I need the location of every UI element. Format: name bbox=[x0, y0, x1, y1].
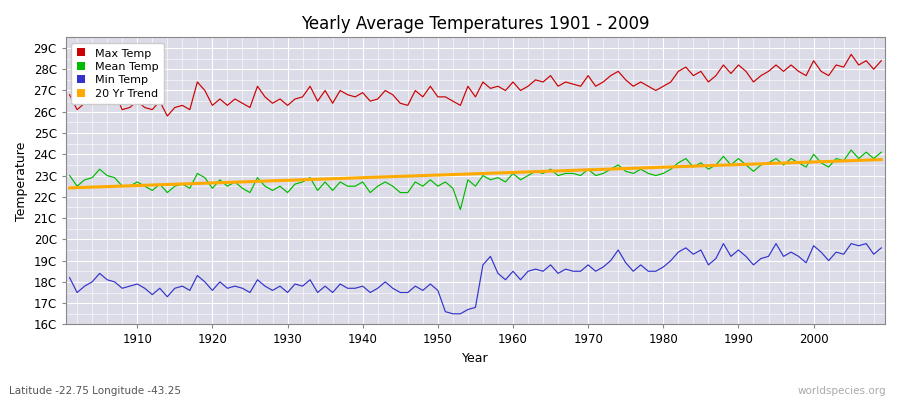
Y-axis label: Temperature: Temperature bbox=[15, 141, 28, 220]
Title: Yearly Average Temperatures 1901 - 2009: Yearly Average Temperatures 1901 - 2009 bbox=[302, 15, 650, 33]
Legend: Max Temp, Mean Temp, Min Temp, 20 Yr Trend: Max Temp, Mean Temp, Min Temp, 20 Yr Tre… bbox=[71, 43, 164, 104]
Text: worldspecies.org: worldspecies.org bbox=[798, 386, 886, 396]
Text: Latitude -22.75 Longitude -43.25: Latitude -22.75 Longitude -43.25 bbox=[9, 386, 181, 396]
X-axis label: Year: Year bbox=[462, 352, 489, 365]
